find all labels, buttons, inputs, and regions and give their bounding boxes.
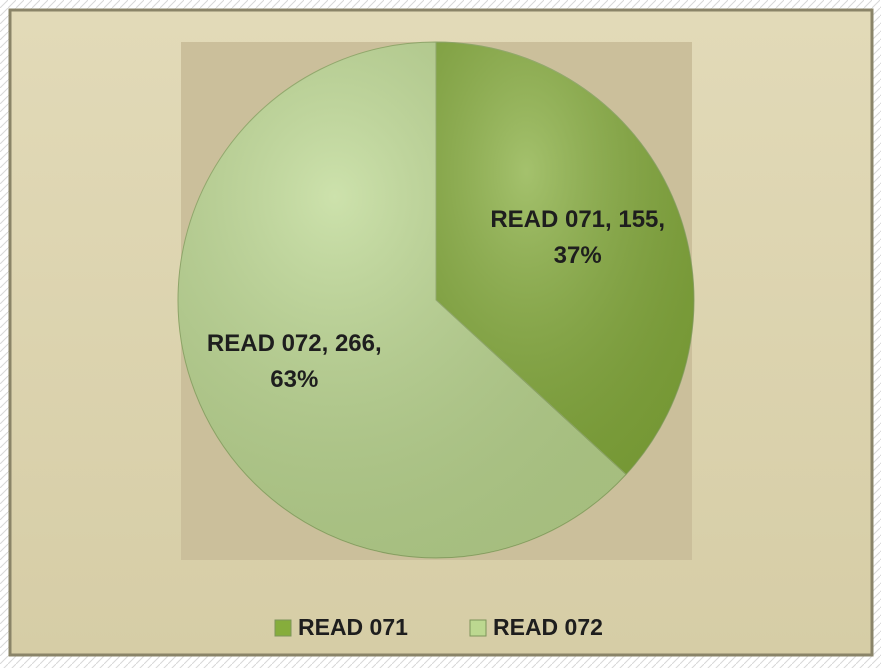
data-label: READ 072, 266, 63%: [206, 330, 382, 394]
legend-label: READ 072: [493, 614, 603, 640]
legend-label: READ 071: [298, 614, 408, 640]
slice-sheen: [178, 42, 627, 558]
slice-sheen: [436, 42, 694, 475]
legend-swatch: [274, 619, 292, 637]
data-label: READ 071, 155, 37%: [490, 205, 666, 269]
legend-swatch: [469, 619, 487, 637]
